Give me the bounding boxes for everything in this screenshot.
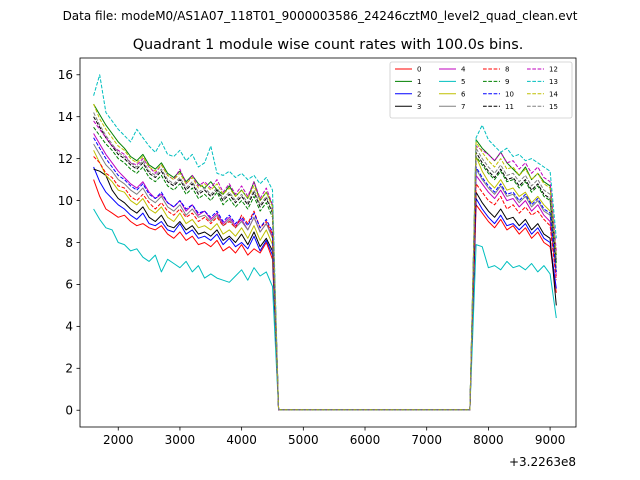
series-line-14 — [93, 103, 557, 411]
legend-label-14: 14 — [549, 90, 558, 98]
y-tick-label: 0 — [65, 404, 73, 418]
y-tick-label: 14 — [58, 110, 73, 124]
legend-label-1: 1 — [417, 78, 421, 86]
y-tick-label: 8 — [65, 236, 73, 250]
legend-label-5: 5 — [461, 78, 465, 86]
series-line-12 — [93, 120, 557, 411]
legend-label-8: 8 — [505, 66, 509, 74]
x-tick-label: 2000 — [103, 433, 134, 447]
series-line-11 — [93, 116, 557, 411]
series-line-0 — [93, 179, 557, 411]
legend-label-3: 3 — [417, 103, 421, 111]
x-tick-label: 4000 — [226, 433, 257, 447]
legend-frame — [389, 61, 573, 119]
y-tick-label: 16 — [58, 68, 73, 82]
series-line-4 — [93, 133, 557, 411]
x-tick-label: 7000 — [411, 433, 442, 447]
y-tick-label: 2 — [65, 362, 73, 376]
legend-label-10: 10 — [505, 90, 514, 98]
legend-label-4: 4 — [461, 66, 466, 74]
x-tick-label: 8000 — [473, 433, 504, 447]
y-tick-label: 10 — [58, 194, 73, 208]
series-line-5 — [93, 208, 557, 411]
x-tick-label: 3000 — [165, 433, 196, 447]
series-line-15 — [93, 112, 557, 411]
series-line-1 — [93, 103, 557, 411]
y-axis: 0 2 4 6 8 10 12 14 16 — [58, 68, 80, 418]
series-line-9 — [93, 126, 557, 411]
legend-label-2: 2 — [417, 90, 421, 98]
legend-label-9: 9 — [505, 78, 509, 86]
legend-label-7: 7 — [461, 103, 465, 111]
legend-label-12: 12 — [549, 66, 558, 74]
legend-label-13: 13 — [549, 78, 558, 86]
y-tick-label: 6 — [65, 278, 73, 292]
chart-title: Quadrant 1 module wise count rates with … — [133, 37, 524, 53]
y-tick-label: 4 — [65, 320, 73, 334]
series-line-2 — [93, 166, 557, 411]
legend-label-6: 6 — [461, 90, 466, 98]
legend-label-15: 15 — [549, 103, 558, 111]
suptitle: Data file: modeM0/AS1A07_118T01_90000035… — [63, 9, 578, 23]
x-tick-label: 5000 — [288, 433, 319, 447]
x-tick-label: 9000 — [535, 433, 566, 447]
series-line-8 — [93, 156, 557, 411]
series-layer — [93, 74, 557, 411]
series-line-10 — [93, 137, 557, 411]
x-axis: 2000 3000 4000 5000 6000 7000 8000 9000 — [103, 427, 565, 447]
legend-label-11: 11 — [505, 103, 514, 111]
series-line-7 — [93, 143, 557, 411]
y-tick-label: 12 — [58, 152, 73, 166]
x-tick-label: 6000 — [350, 433, 381, 447]
series-line-13 — [93, 74, 557, 411]
series-line-6 — [93, 150, 557, 411]
x-offset-label: +3.2263e8 — [509, 455, 576, 469]
legend-label-0: 0 — [417, 66, 421, 74]
series-line-3 — [93, 168, 557, 411]
